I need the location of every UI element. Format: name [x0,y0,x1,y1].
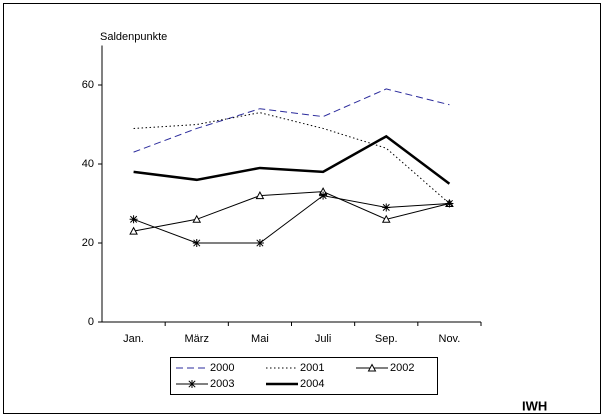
series-line [133,134,451,185]
marker-triangle [255,191,265,200]
x-tick-label: Jan. [123,333,144,345]
source-label: IWH [522,398,547,413]
marker-asterisk [382,203,391,212]
x-tick-label: Mai [251,333,269,345]
y-tick-label: 40 [82,158,94,170]
legend-label: 2002 [390,362,414,374]
x-tick-label: März [185,333,209,345]
x-tick-label: Sep. [375,333,398,345]
legend-label: 2000 [210,362,234,374]
legend-marker [188,380,196,388]
marker-asterisk [319,191,328,200]
series-line [133,88,450,153]
series-line [133,112,450,204]
marker-asterisk [445,199,454,208]
series-line [133,191,450,232]
legend-label: 2001 [300,362,324,374]
marker-triangle [192,214,202,223]
marker-asterisk [192,239,201,247]
legend-marker [367,363,377,372]
marker-asterisk [255,239,264,247]
x-tick-label: Juli [315,333,332,345]
legend-box [170,357,438,395]
y-tick-label: 0 [88,316,94,328]
marker-triangle [381,214,391,223]
marker-triangle [129,226,138,235]
x-tick-label: Nov. [439,333,461,345]
legend-label: 2004 [300,378,324,390]
y-tick-label: 60 [82,79,94,91]
y-tick-label: 20 [82,237,94,249]
y-axis-label: Saldenpunkte [100,31,167,43]
marker-asterisk [129,215,138,224]
legend-label: 2003 [210,378,234,390]
series-line [133,195,450,244]
chart-border [3,3,601,414]
